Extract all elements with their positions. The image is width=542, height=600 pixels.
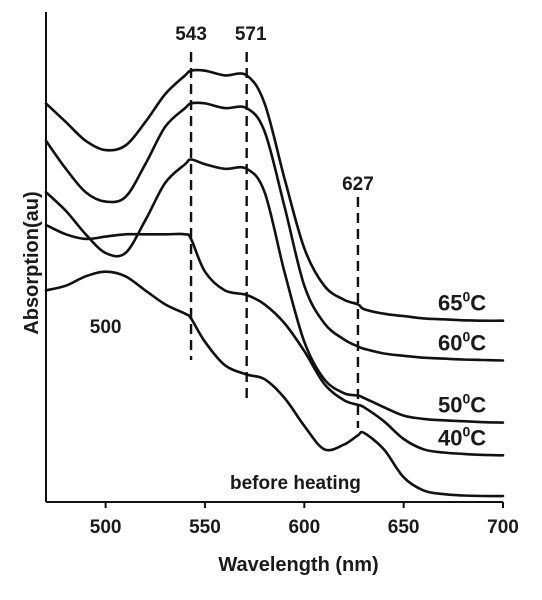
- series-label-main: 60: [438, 330, 462, 355]
- series-line: [44, 270, 505, 498]
- x-tick-label: 600: [288, 517, 320, 538]
- x-tick-label: 500: [90, 517, 122, 538]
- peak-label: 627: [342, 174, 374, 195]
- series-label-unit: C: [470, 393, 486, 418]
- y-axis-title: Absorption(au): [21, 191, 43, 334]
- series-label-superscript: 0: [462, 289, 470, 305]
- series-label-main: before heating: [230, 473, 361, 494]
- series-label-unit: C: [470, 330, 486, 355]
- series-label: 400C: [438, 423, 486, 450]
- series-label: before heating: [230, 473, 361, 494]
- series-line: [44, 68, 505, 323]
- series-label-unit: C: [470, 291, 486, 316]
- x-tick-label: 700: [487, 517, 519, 538]
- series-label-main: 40: [438, 425, 462, 450]
- x-tick-label: 550: [189, 517, 221, 538]
- peak-label: 500: [90, 317, 122, 338]
- series-curves: [44, 68, 505, 498]
- peak-markers: [189, 52, 360, 428]
- series-label-superscript: 0: [462, 328, 470, 344]
- series-line: [44, 223, 505, 457]
- series-label: 650C: [438, 289, 486, 316]
- peak-label: 543: [175, 24, 207, 45]
- series-label: 500C: [438, 391, 486, 418]
- series-label-main: 50: [438, 393, 462, 418]
- series-label-superscript: 0: [462, 423, 470, 439]
- series-line: [44, 158, 505, 424]
- series-label-unit: C: [470, 425, 486, 450]
- x-axis-title: Wavelength (nm): [218, 554, 378, 576]
- peak-label: 571: [235, 24, 267, 45]
- series-line: [44, 101, 505, 362]
- series-label-superscript: 0: [462, 391, 470, 407]
- x-tick-label: 650: [388, 517, 420, 538]
- series-label-main: 65: [438, 291, 462, 316]
- series-label: 600C: [438, 328, 486, 355]
